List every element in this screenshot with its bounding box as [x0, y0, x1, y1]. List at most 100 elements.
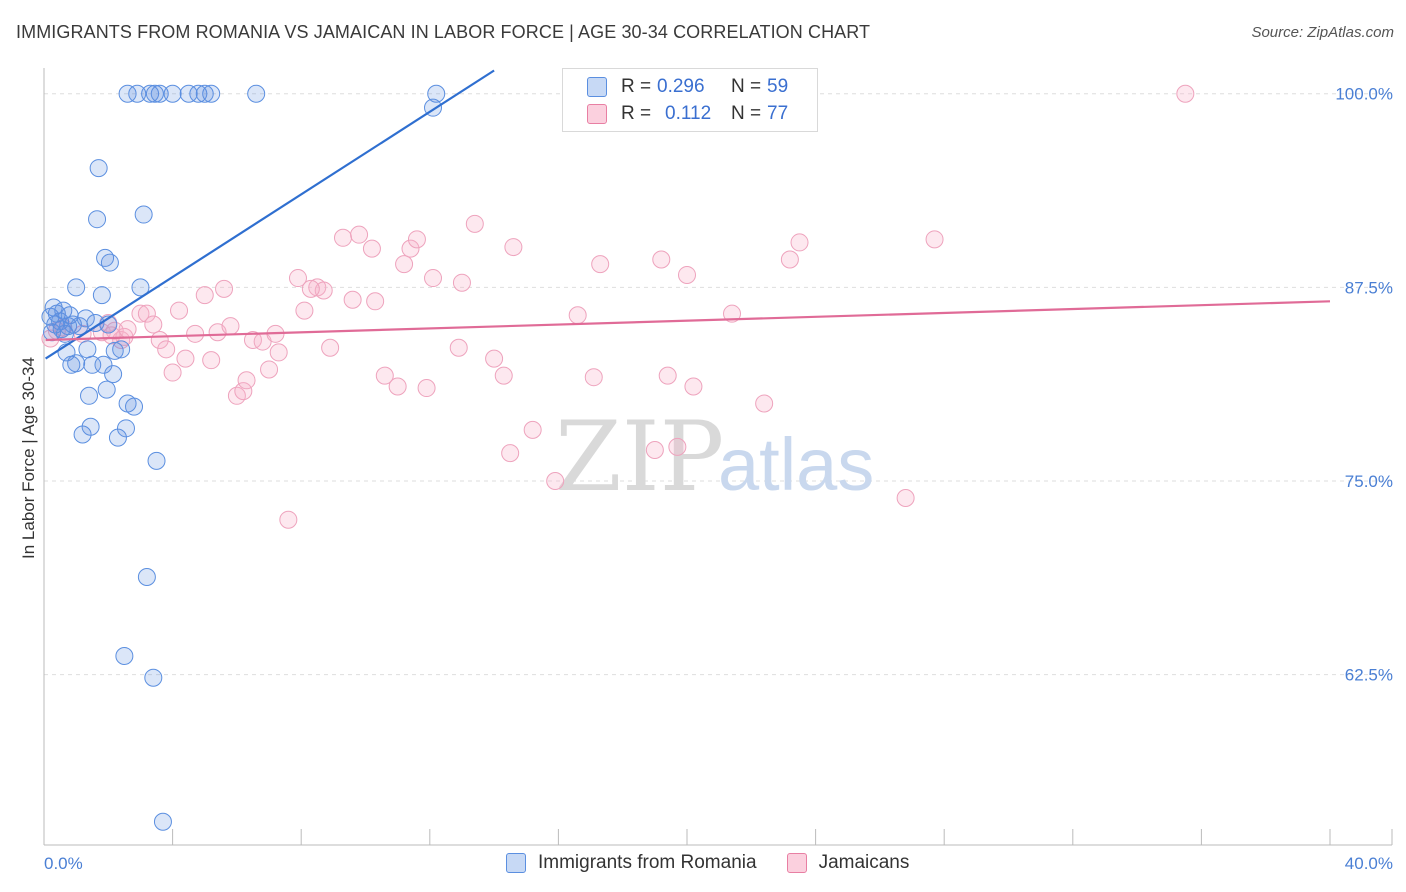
legend-r-value-romania: 0.296	[657, 76, 705, 97]
watermark-zip: ZIP	[555, 401, 724, 513]
axes	[43, 68, 1393, 846]
jamaican-point	[375, 366, 394, 385]
jamaican-point	[321, 338, 340, 357]
legend-r-value-jamaicans: 0.112	[665, 103, 712, 124]
romania-point	[86, 313, 105, 332]
jamaican-point	[234, 382, 253, 401]
romania-point	[118, 84, 137, 103]
jamaican-point	[221, 317, 240, 336]
bottom-legend-item-romania: Immigrants from Romania	[506, 852, 757, 874]
jamaican-point	[333, 228, 352, 247]
jamaican-point	[584, 368, 603, 387]
jamaican-point	[790, 233, 809, 252]
jamaican-point	[452, 273, 471, 292]
jamaican-point	[186, 324, 205, 343]
romania-point	[116, 419, 135, 438]
romania-point	[247, 84, 266, 103]
y-tick-label: 62.5%	[1345, 666, 1393, 685]
watermark: ZIP atlas	[555, 401, 874, 513]
jamaican-point	[195, 286, 214, 305]
jamaican-point	[925, 230, 944, 249]
romania-point	[137, 568, 156, 587]
jamaican-point	[131, 304, 150, 323]
jamaican-point	[678, 265, 696, 284]
jamaican-point	[118, 320, 137, 339]
watermark-atlas: atlas	[718, 423, 874, 506]
romania-point	[97, 380, 116, 399]
bottom-legend-swatch-jamaicans	[786, 853, 807, 873]
romania-point	[153, 812, 172, 831]
romania-point	[179, 84, 198, 103]
romania-point	[147, 451, 166, 470]
x-tick-label-max: 40.0%	[1345, 854, 1393, 873]
bottom-legend-item-jamaicans: Jamaicans	[786, 852, 909, 874]
legend-row-romania: R = 0.296 N = 59	[587, 74, 788, 100]
legend-swatch-romania	[587, 77, 607, 97]
romania-point	[125, 397, 144, 416]
legend-n-label: N =	[731, 76, 762, 97]
jamaican-point	[546, 471, 565, 490]
jamaican-point	[202, 351, 221, 370]
jamaican-point	[269, 343, 288, 362]
legend: R = 0.296 N = 59 R = 0.112 N = 77	[562, 68, 818, 132]
romania-point	[105, 341, 124, 360]
romania-point	[128, 84, 147, 103]
jamaican-point	[163, 363, 182, 382]
jamaican-point	[658, 366, 677, 385]
bottom-legend-swatch-romania	[506, 853, 526, 873]
jamaican-point	[485, 349, 504, 368]
jamaican-point	[237, 371, 256, 390]
romania-point	[104, 365, 123, 384]
romania-point	[150, 84, 169, 103]
romania-point	[92, 286, 111, 305]
legend-row-jamaicans: R = 0.112 N = 77	[587, 101, 788, 127]
romania-point	[100, 253, 119, 272]
trend-lines	[45, 69, 1331, 360]
jamaican-point	[279, 510, 298, 529]
jamaican-point	[227, 386, 246, 405]
jamaican-point	[395, 255, 414, 274]
series-romania	[41, 84, 446, 831]
y-tick-label: 100.0%	[1335, 85, 1393, 104]
jamaican-point	[260, 360, 279, 379]
jamaican-point	[523, 420, 542, 439]
jamaican-point	[112, 331, 131, 350]
romania-point	[80, 386, 99, 405]
jamaican-point	[137, 304, 156, 323]
jamaican-point	[170, 301, 189, 320]
romania-point	[195, 84, 214, 103]
romania-point	[141, 84, 160, 103]
jamaican-point	[288, 269, 307, 288]
trend-line-jamaicans	[45, 300, 1331, 342]
jamaican-point	[92, 323, 111, 342]
romania-point	[67, 278, 86, 297]
romania-point	[427, 84, 446, 103]
jamaican-point	[343, 290, 362, 309]
jamaican-point	[723, 304, 742, 323]
legend-r-label: R =	[621, 76, 652, 97]
jamaican-point	[401, 239, 420, 258]
chart-title: IMMIGRANTS FROM ROMANIA VS JAMAICAN IN L…	[16, 22, 871, 42]
jamaican-point	[504, 238, 523, 257]
bottom-legend-label-romania: Immigrants from Romania	[538, 852, 757, 873]
trend-line-romania	[45, 69, 495, 360]
legend-r-label: R =	[621, 103, 652, 124]
jamaican-point	[652, 250, 671, 269]
jamaican-point	[295, 301, 314, 320]
romania-point	[88, 210, 107, 229]
romania-point	[89, 159, 108, 178]
jamaican-point	[362, 239, 381, 258]
legend-n-value-jamaicans: 77	[767, 103, 789, 124]
romania-point	[112, 340, 131, 359]
romania-point	[131, 278, 150, 297]
romania-point	[202, 84, 221, 103]
legend-n-label: N =	[731, 103, 762, 124]
jamaican-point	[1176, 84, 1195, 103]
jamaican-point	[494, 366, 513, 385]
romania-point	[78, 340, 97, 359]
romania-point	[134, 205, 153, 224]
jamaican-point	[314, 281, 333, 300]
jamaican-point	[366, 292, 385, 311]
romania-point	[189, 84, 208, 103]
